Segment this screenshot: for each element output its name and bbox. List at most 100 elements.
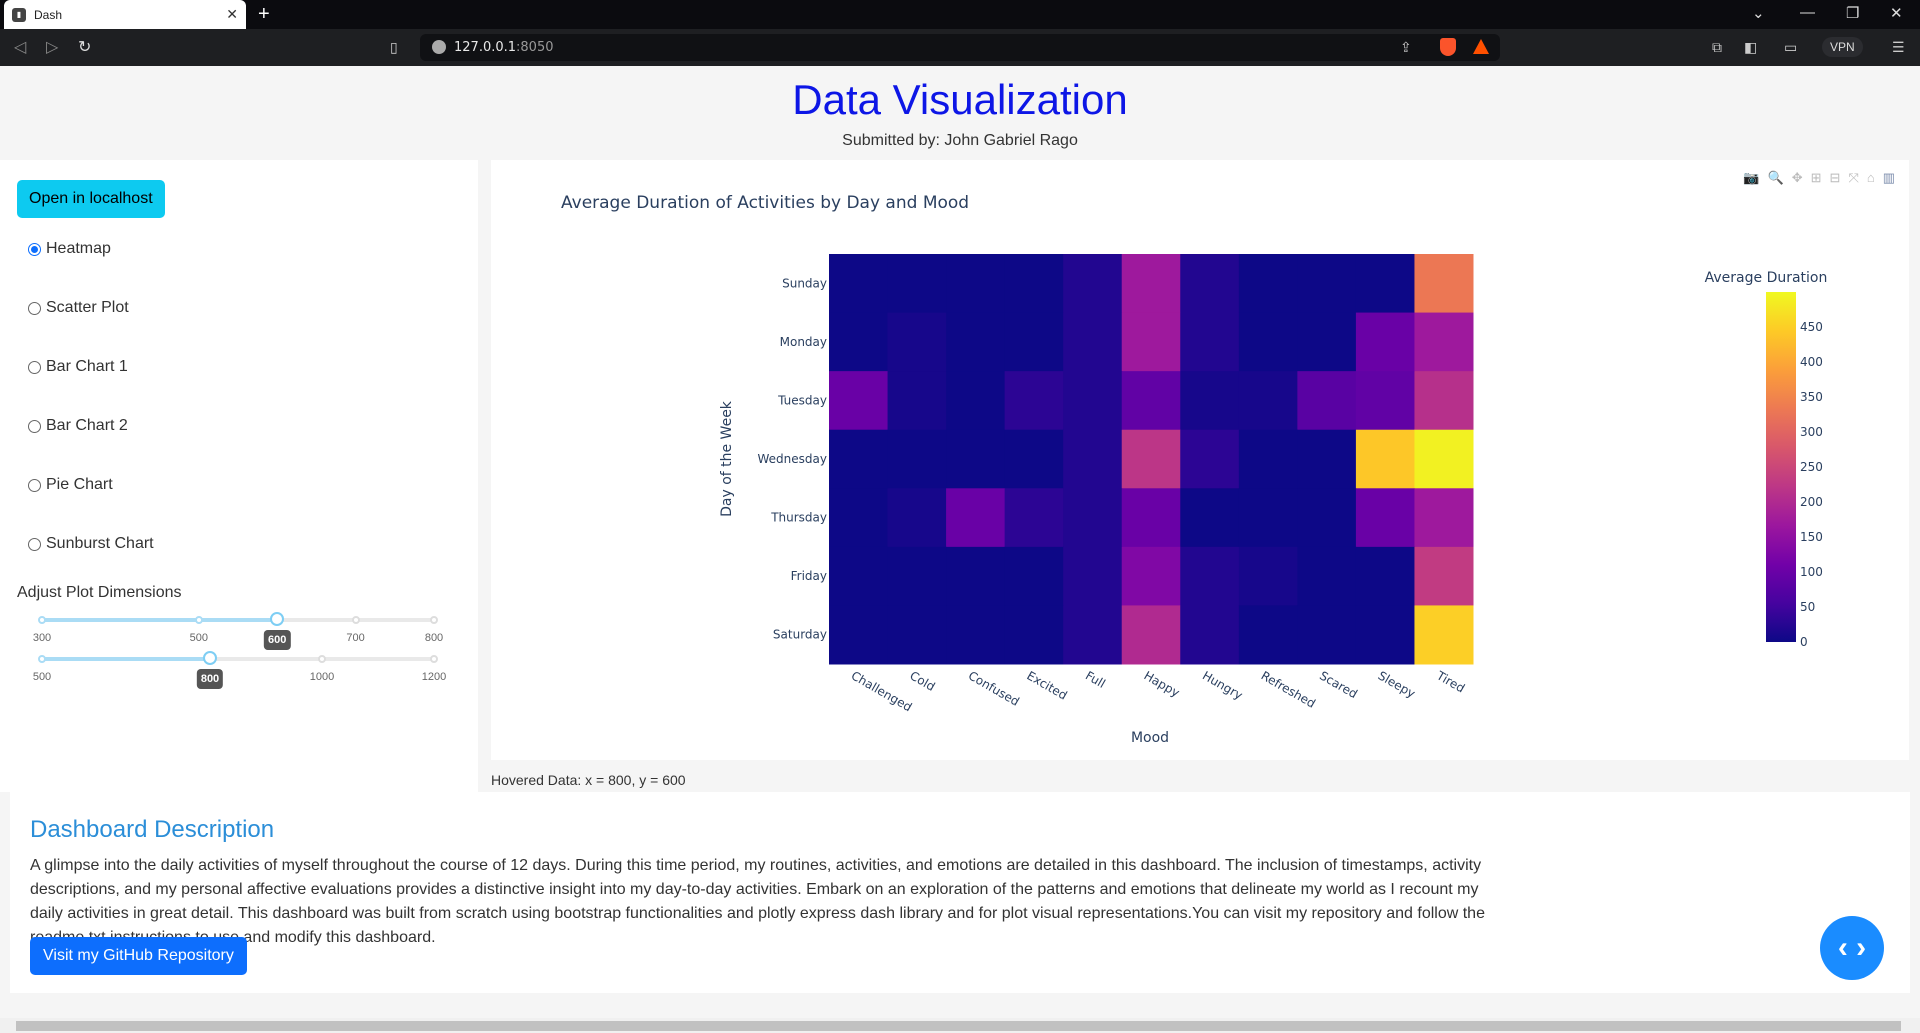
heatmap-cell[interactable] [1180, 254, 1240, 314]
heatmap-cell[interactable] [1414, 546, 1474, 606]
forward-icon[interactable]: ▷ [46, 39, 59, 56]
back-icon[interactable]: ◁ [14, 39, 27, 56]
slider-mark-dot[interactable] [194, 616, 203, 624]
heatmap-cell[interactable] [1238, 429, 1298, 489]
heatmap-cell[interactable] [1238, 312, 1298, 372]
minimize-icon[interactable]: — [1800, 4, 1815, 21]
radio-dot[interactable] [28, 360, 41, 374]
heatmap-cell[interactable] [1063, 254, 1123, 314]
heatmap-cell[interactable] [1355, 254, 1415, 314]
heatmap-cell[interactable] [1063, 605, 1123, 665]
wallet-icon[interactable]: ▭ [1784, 39, 1798, 55]
pan-icon[interactable]: ✥ [1791, 170, 1803, 185]
heatmap-cell[interactable] [1238, 254, 1298, 314]
heatmap-cell[interactable] [1355, 488, 1415, 548]
heatmap-cell[interactable] [1180, 605, 1240, 665]
heatmap-cell[interactable] [946, 546, 1006, 606]
heatmap-cell[interactable] [1004, 254, 1064, 314]
heatmap-cell[interactable] [1238, 488, 1298, 548]
scrollbar-thumb[interactable] [16, 1021, 1901, 1031]
heatmap-cell[interactable] [1297, 254, 1357, 314]
restore-icon[interactable]: ❐ [1846, 5, 1860, 22]
heatmap-cell[interactable] [829, 546, 889, 606]
heatmap-cell[interactable] [1004, 546, 1064, 606]
site-info-icon[interactable] [432, 40, 446, 54]
heatmap-cell[interactable] [1121, 371, 1181, 431]
radio-bar-chart-2[interactable]: Bar Chart 2 [28, 417, 128, 435]
heatmap-cell[interactable] [1004, 371, 1064, 431]
heatmap-cell[interactable] [1297, 488, 1357, 548]
camera-icon[interactable]: 📷 [1743, 170, 1760, 185]
slider-mark-dot[interactable] [430, 616, 438, 624]
heatmap-cell[interactable] [1121, 312, 1181, 372]
heatmap-cell[interactable] [1297, 429, 1357, 489]
heatmap-cell[interactable] [1414, 312, 1474, 372]
heatmap-cell[interactable] [1180, 546, 1240, 606]
heatmap-cell[interactable] [1063, 312, 1123, 372]
slider-mark-dot[interactable] [351, 616, 360, 624]
slider-mark-dot[interactable] [38, 655, 46, 663]
radio-dot[interactable] [28, 419, 41, 433]
heatmap-cell[interactable] [1414, 488, 1474, 548]
heatmap-cell[interactable] [1414, 605, 1474, 665]
heatmap-cell[interactable] [829, 488, 889, 548]
heatmap-cell[interactable] [1414, 429, 1474, 489]
heatmap-cell[interactable] [1063, 488, 1123, 548]
heatmap-cell[interactable] [1355, 371, 1415, 431]
plotly-logo-icon[interactable]: ▥ [1882, 170, 1895, 185]
zoom-in-icon[interactable]: ⊞ [1810, 170, 1822, 185]
heatmap-cell[interactable] [946, 605, 1006, 665]
menu-icon[interactable]: ☰ [1892, 39, 1905, 55]
radio-dot[interactable] [28, 301, 41, 315]
heatmap-cell[interactable] [829, 605, 889, 665]
width-slider[interactable]: 500 1000 1200 800 [33, 651, 446, 689]
heatmap-cell[interactable] [887, 371, 947, 431]
heatmap-cell[interactable] [1063, 429, 1123, 489]
heatmap-cell[interactable] [1063, 546, 1123, 606]
address-bar[interactable]: 127.0.0.1:8050 [420, 34, 1500, 61]
heatmap-cell[interactable] [1414, 371, 1474, 431]
heatmap-cell[interactable] [1355, 312, 1415, 372]
radio-heatmap[interactable]: Heatmap [28, 240, 111, 258]
heatmap-cell[interactable] [946, 371, 1006, 431]
brave-rewards-icon[interactable] [1473, 39, 1489, 54]
heatmap-cell[interactable] [887, 312, 947, 372]
radio-dot[interactable] [28, 242, 41, 256]
heatmap-cell[interactable] [946, 488, 1006, 548]
heatmap-cell[interactable] [1180, 312, 1240, 372]
heatmap-cell[interactable] [1180, 429, 1240, 489]
heatmap-cell[interactable] [1238, 546, 1298, 606]
heatmap-cell[interactable] [887, 488, 947, 548]
heatmap-cell[interactable] [946, 429, 1006, 489]
heatmap-cell[interactable] [1414, 254, 1474, 314]
slider-mark-dot[interactable] [38, 616, 46, 624]
brave-shields-icon[interactable] [1440, 38, 1456, 56]
heatmap-cell[interactable] [1238, 371, 1298, 431]
horizontal-scrollbar[interactable] [0, 1018, 1920, 1033]
heatmap-chart[interactable]: Average Duration of Activities by Day an… [491, 160, 1909, 760]
heatmap-cell[interactable] [1121, 546, 1181, 606]
radio-sunburst-chart[interactable]: Sunburst Chart [28, 535, 154, 553]
radio-dot[interactable] [28, 537, 41, 551]
heatmap-cell[interactable] [1121, 605, 1181, 665]
heatmap-cell[interactable] [1121, 254, 1181, 314]
heatmap-cell[interactable] [1238, 605, 1298, 665]
tab-search-chevron-icon[interactable]: ⌄ [1752, 5, 1765, 22]
radio-pie-chart[interactable]: Pie Chart [28, 476, 113, 494]
heatmap-cell[interactable] [1004, 488, 1064, 548]
sidebar-icon[interactable]: ◧ [1744, 39, 1758, 55]
heatmap-cell[interactable] [1004, 312, 1064, 372]
reload-icon[interactable]: ↻ [78, 39, 92, 56]
heatmap-cell[interactable] [1180, 488, 1240, 548]
github-repository-button[interactable]: Visit my GitHub Repository [30, 937, 247, 975]
heatmap-cell[interactable] [946, 254, 1006, 314]
slider-mark-dot[interactable] [430, 655, 438, 663]
browser-tab[interactable]: ▮ Dash ✕ [4, 0, 246, 29]
heatmap-cell[interactable] [829, 312, 889, 372]
heatmap-cell[interactable] [829, 429, 889, 489]
heatmap-cell[interactable] [946, 312, 1006, 372]
bookmark-icon[interactable]: ▯ [390, 39, 398, 55]
code-fab-button[interactable]: ‹ › [1820, 916, 1884, 980]
zoom-icon[interactable]: 🔍 [1767, 170, 1784, 185]
zoom-out-icon[interactable]: ⊟ [1829, 170, 1841, 185]
